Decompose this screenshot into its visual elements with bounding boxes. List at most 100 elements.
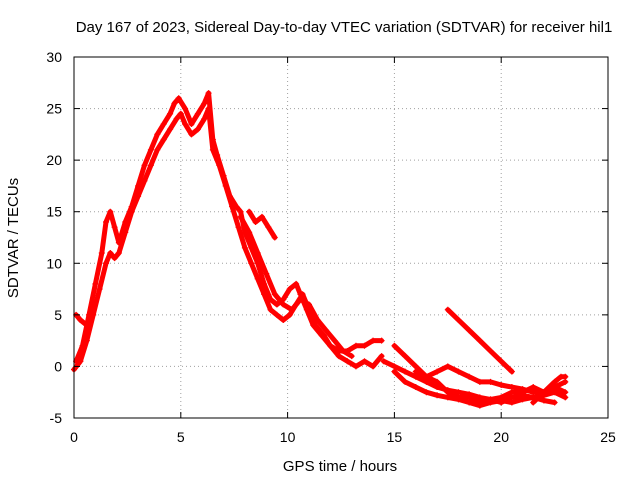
grid [74,57,608,418]
data-point [519,396,526,403]
data-point [103,219,110,226]
data-point [271,234,278,241]
data-point [154,131,161,138]
data-point [226,193,233,200]
axes: 0 5 10 15 20 25 -5 0 5 10 15 20 25 30 [46,49,616,445]
data-point [444,389,451,396]
data-point [167,126,174,133]
data-point [98,249,105,256]
data-point [423,378,430,385]
data-point [293,280,300,287]
data-point [265,224,272,231]
data-point [111,255,118,262]
data-point [519,386,526,393]
data-series-group [71,90,569,409]
data-point [476,402,483,409]
data-point [380,358,387,365]
data-point [466,394,473,401]
x-tick-label: 5 [177,429,185,445]
data-point [423,389,430,396]
series-track-k [530,373,569,406]
data-point [254,249,261,256]
data-point [171,100,178,107]
data-point [248,260,255,267]
data-point [160,136,167,143]
data-point [267,306,274,313]
data-point [267,296,274,303]
data-point [508,394,515,401]
data-point [103,260,110,267]
data-point [434,368,441,375]
y-tick-label: 10 [46,255,62,271]
data-point [175,95,182,102]
data-point [237,208,244,215]
data-point [487,378,494,385]
data-point [335,353,342,360]
y-tick-label: 5 [54,307,62,323]
data-point [344,358,351,365]
data-point [141,177,148,184]
data-point [246,208,253,215]
data-point [128,203,135,210]
data-point [476,337,483,344]
data-point [147,146,154,153]
data-point [194,126,201,133]
data-point [122,219,129,226]
data-point [352,342,359,349]
data-point [476,378,483,385]
data-point [271,291,278,298]
series-track-b [73,90,385,365]
data-point [391,342,398,349]
data-point [498,397,505,404]
data-point [412,373,419,380]
data-point [263,270,270,277]
data-point [235,224,242,231]
data-point [288,306,295,313]
data-point [135,182,142,189]
y-tick-label: 20 [46,152,62,168]
series-track-h [391,368,558,409]
data-point [273,311,280,318]
data-point [107,249,114,256]
data-point [498,381,505,388]
data-point [540,389,547,396]
data-point [205,90,212,97]
data-point [434,378,441,385]
y-tick-label: 15 [46,204,62,220]
data-point [241,244,248,251]
data-point [508,389,515,396]
data-point [79,342,86,349]
data-point [402,368,409,375]
series-track-d [246,208,278,241]
data-point [551,389,558,396]
data-point [391,363,398,370]
data-point [455,389,462,396]
data-point [508,399,515,406]
series-line-track-b [73,90,385,364]
y-tick-label: 25 [46,101,62,117]
data-point [466,373,473,380]
data-point [327,342,334,349]
data-point [252,219,259,226]
x-tick-label: 0 [70,429,78,445]
data-point [286,311,293,318]
data-point [177,110,184,117]
data-point [455,317,462,324]
data-point [167,110,174,117]
data-point [444,306,451,313]
data-point [92,280,99,287]
chart-title: Day 167 of 2023, Sidereal Day-to-day VTE… [76,19,613,36]
data-point [331,337,338,344]
data-point [214,151,221,158]
data-point [141,162,148,169]
data-point [508,384,515,391]
data-point [455,368,462,375]
y-tick-label: 0 [54,358,62,374]
data-point [107,208,114,215]
data-point [111,224,118,231]
data-point [498,358,505,365]
data-point [412,384,419,391]
data-point [361,358,368,365]
data-point [551,378,558,385]
